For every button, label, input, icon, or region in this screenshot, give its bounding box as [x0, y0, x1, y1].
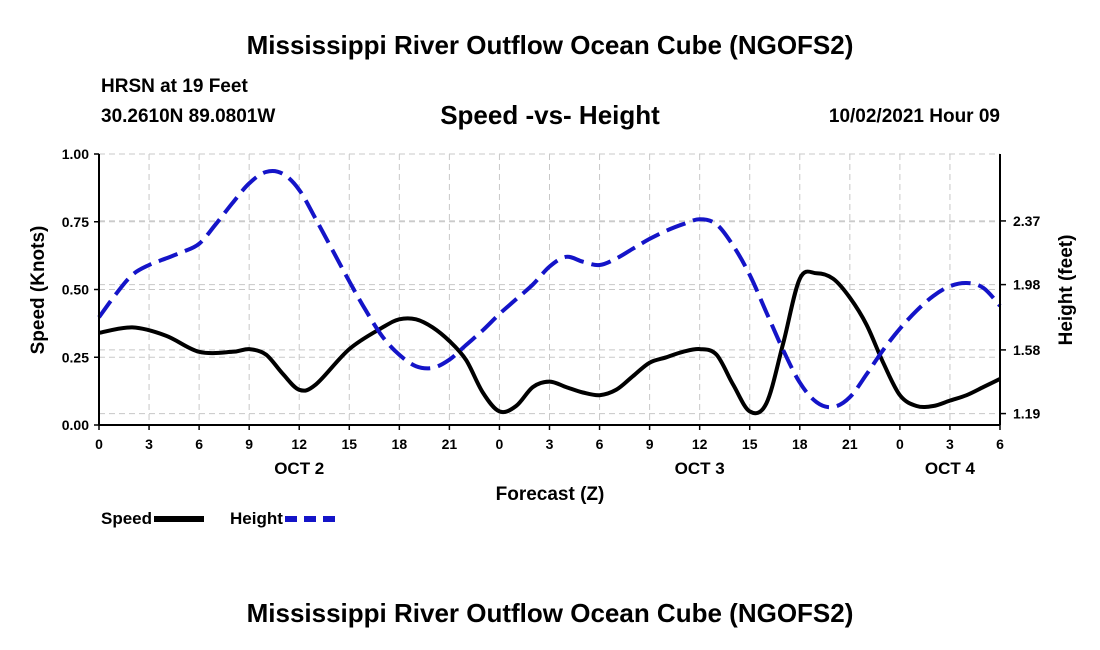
legend-height-label: Height — [230, 509, 283, 528]
x-tick-label: 3 — [145, 436, 153, 452]
x-tick-label: 0 — [896, 436, 904, 452]
y-tick-label: 0.75 — [62, 214, 89, 230]
y-axis-label: Speed (Knots) — [28, 226, 49, 355]
chart-title: Mississippi River Outflow Ocean Cube (NG… — [246, 30, 854, 60]
legend-speed: Speed — [101, 509, 205, 529]
x-tick-label: 18 — [392, 436, 408, 452]
series-line-height — [97, 168, 1002, 410]
coordinates-label: 30.2610N 89.0801W — [101, 106, 276, 127]
x-tick-label: 9 — [245, 436, 253, 452]
chart-subtitle: Speed -vs- Height — [440, 100, 660, 130]
y2-tick-label: 1.58 — [1013, 342, 1040, 358]
x-tick-label: 6 — [996, 436, 1004, 452]
legend-height: Height — [230, 509, 335, 529]
x-tick-label: 3 — [946, 436, 954, 452]
x-tick-label: 21 — [842, 436, 858, 452]
footer-title: Mississippi River Outflow Ocean Cube (NG… — [246, 598, 854, 628]
x-tick-label: 15 — [341, 436, 357, 452]
x-tick-label: 18 — [792, 436, 808, 452]
legend-height-swatch — [284, 516, 335, 522]
series-layer — [97, 168, 1002, 416]
station-label: HRSN at 19 Feet — [101, 76, 248, 97]
x-tick-label: 3 — [546, 436, 554, 452]
x-tick-label: 21 — [442, 436, 458, 452]
x-tick-label: 12 — [291, 436, 307, 452]
date-label: OCT 3 — [675, 459, 725, 478]
y2-tick-label: 1.98 — [1013, 277, 1040, 293]
x-tick-label: 6 — [195, 436, 203, 452]
x-tick-label: 0 — [496, 436, 504, 452]
x-tick-label: 12 — [692, 436, 708, 452]
y2-tick-label: 2.37 — [1013, 213, 1040, 229]
y-tick-label: 1.00 — [62, 146, 89, 162]
x-axis-label: Forecast (Z) — [496, 484, 605, 505]
y2-tick-label: 1.19 — [1013, 406, 1040, 422]
forecast-datetime: 10/02/2021 Hour 09 — [828, 106, 1000, 127]
y-tick-label: 0.00 — [62, 417, 89, 433]
x-tick-label: 0 — [95, 436, 103, 452]
legend-speed-label: Speed — [101, 509, 153, 528]
axis-layer: 0 3 6 9 12 15 18 21 0 3 6 9 12 15 18 21 0 3 6 OCT 2 OCT 3 OCT… — [62, 146, 1041, 478]
grid-layer — [98, 153, 1001, 426]
x-tick-label: 9 — [646, 436, 654, 452]
x-tick-label: 6 — [596, 436, 604, 452]
y-tick-label: 0.50 — [62, 282, 89, 298]
x-tick-label: 15 — [742, 436, 758, 452]
legend-speed-swatch — [154, 516, 205, 522]
series-line-speed — [98, 269, 1001, 416]
date-label: OCT 2 — [274, 459, 324, 478]
y2-axis-label: Height (feet) — [1056, 235, 1077, 346]
date-label: OCT 4 — [925, 459, 976, 478]
y-tick-label: 0.25 — [62, 349, 89, 365]
